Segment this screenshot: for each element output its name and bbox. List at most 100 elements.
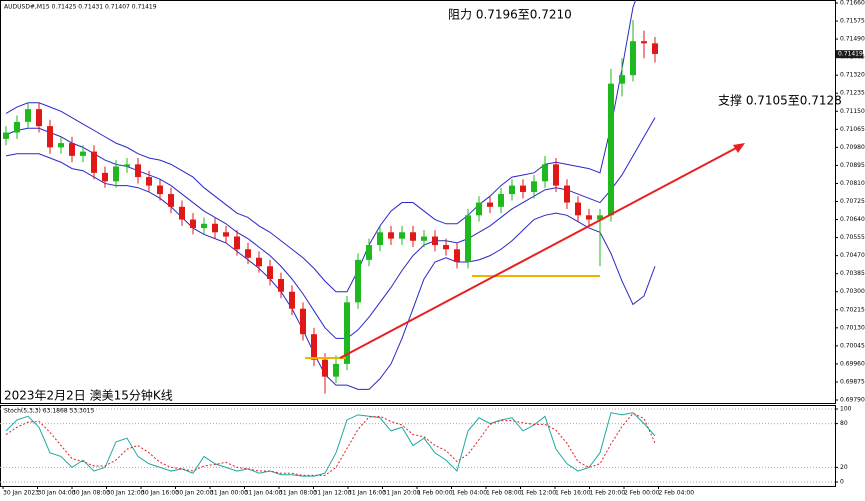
annotation: 2023年2月2日 澳美15分钟K线 xyxy=(4,388,173,403)
candle-body xyxy=(80,151,86,156)
x-tick-label: 1 Feb 04:00 xyxy=(452,490,488,497)
candle-body xyxy=(399,232,405,239)
candle-body xyxy=(641,41,647,44)
main-panel xyxy=(0,0,836,404)
candle-body xyxy=(487,202,493,207)
candle-body xyxy=(476,202,482,216)
candle-body xyxy=(212,223,218,233)
y-tick-label: 0.69790 xyxy=(840,397,865,404)
candle-body xyxy=(102,172,108,182)
candle-body xyxy=(168,194,174,207)
y-tick-label: 0.71575 xyxy=(840,18,865,25)
x-tick-label: 31 Jan 08:00 xyxy=(279,490,317,497)
y-tick-label: 0.71065 xyxy=(840,126,865,133)
candle-body xyxy=(366,245,372,260)
candle-body xyxy=(91,151,97,173)
candle-body xyxy=(377,232,383,246)
y-tick-label: 0.70215 xyxy=(840,306,865,313)
candle-body xyxy=(135,164,141,178)
candle-body xyxy=(36,109,42,127)
bollinger-upper xyxy=(5,0,637,293)
candle-body xyxy=(652,43,658,54)
y-tick-label: 0.71320 xyxy=(840,72,865,79)
candle-body xyxy=(289,291,295,309)
candle-body xyxy=(58,143,64,148)
x-tick-label: 30 Jan 12:00 xyxy=(107,490,145,497)
y-tick-label: 0.69875 xyxy=(840,378,865,385)
stoch-plot xyxy=(0,408,835,483)
candle-body xyxy=(520,185,526,192)
candle-body xyxy=(124,164,130,167)
candle-body xyxy=(146,177,152,186)
candle-body xyxy=(586,215,592,220)
candle-body xyxy=(509,185,515,195)
candle-body xyxy=(630,41,636,76)
x-tick-label: 30 Jan 04:00 xyxy=(38,490,76,497)
y-tick-label: 0.70385 xyxy=(840,270,865,277)
candle-body xyxy=(597,215,603,220)
x-tick-label: 2 Feb 00:00 xyxy=(624,490,660,497)
candle-body xyxy=(465,215,471,263)
candle-body xyxy=(245,249,251,258)
x-tick-label: 31 Jan 16:00 xyxy=(348,490,386,497)
x-tick-label: 1 Feb 00:00 xyxy=(417,490,453,497)
candle-body xyxy=(179,206,185,220)
annotation: 阻力 0.7196至0.7210 xyxy=(448,8,572,22)
x-tick-label: 1 Feb 12:00 xyxy=(521,490,557,497)
bollinger-lower xyxy=(5,153,656,390)
y-tick-label: 20 xyxy=(840,464,848,471)
annotation: 支撑 0.7105至0.7128 xyxy=(718,93,842,108)
candle-body xyxy=(311,334,317,360)
candle-body xyxy=(333,363,339,377)
y-tick-label: 80 xyxy=(840,420,848,427)
x-tick-label: 31 Jan 12:00 xyxy=(314,490,352,497)
candle-body xyxy=(553,164,559,186)
candle-body xyxy=(157,185,163,195)
candle-body xyxy=(47,126,53,148)
candle-body xyxy=(300,308,306,335)
candle-body xyxy=(256,257,262,267)
candle-body xyxy=(69,143,75,156)
x-tick-label: 30 Jan 16:00 xyxy=(141,490,179,497)
y-tick-label: 0.70130 xyxy=(840,324,865,331)
y-tick-label: 0.70470 xyxy=(840,252,865,259)
candle-body xyxy=(201,223,207,229)
candle-body xyxy=(190,219,196,229)
x-tick-label: 2 Feb 04:00 xyxy=(659,490,695,497)
candle-body xyxy=(531,181,537,192)
candle-body xyxy=(608,83,614,216)
stoch-panel xyxy=(0,405,836,487)
candle-body xyxy=(564,185,570,203)
candle-body xyxy=(223,232,229,237)
y-tick-label: 0.70300 xyxy=(840,288,865,295)
candle-body xyxy=(421,236,427,241)
candle-body xyxy=(443,245,449,250)
x-tick-label: 1 Feb 16:00 xyxy=(555,490,591,497)
x-tick-label: 31 Jan 04:00 xyxy=(245,490,283,497)
stoch-line xyxy=(5,412,656,476)
y-tick-label: 0.71660 xyxy=(840,0,865,7)
x-tick-label: 31 Jan 00:00 xyxy=(210,490,248,497)
y-tick-label: 0.70640 xyxy=(840,216,865,223)
stoch-line xyxy=(5,412,656,477)
x-tick-label: 31 Jan 20:00 xyxy=(383,490,421,497)
candle-body xyxy=(410,232,416,241)
y-tick-label: 0.70810 xyxy=(840,180,865,187)
candle-body xyxy=(619,75,625,84)
y-tick-label: 0.71235 xyxy=(840,90,865,97)
overlay xyxy=(305,143,745,359)
x-tick-label: 30 Jan 20:00 xyxy=(176,490,214,497)
y-tick-label: 0.70980 xyxy=(840,144,865,151)
price-plot xyxy=(3,0,658,394)
candle-body xyxy=(278,278,284,292)
last-price-box xyxy=(836,50,863,59)
y-tick-label: 0.70725 xyxy=(840,198,865,205)
y-tick-label: 0.71150 xyxy=(840,108,865,115)
stoch-header: Stoch(5,3,3) 63.1868 53.3015 xyxy=(4,408,95,415)
candle-body xyxy=(14,121,20,133)
candle-body xyxy=(322,359,328,377)
candle-body xyxy=(454,249,460,263)
y-tick-label: 0.70555 xyxy=(840,234,865,241)
